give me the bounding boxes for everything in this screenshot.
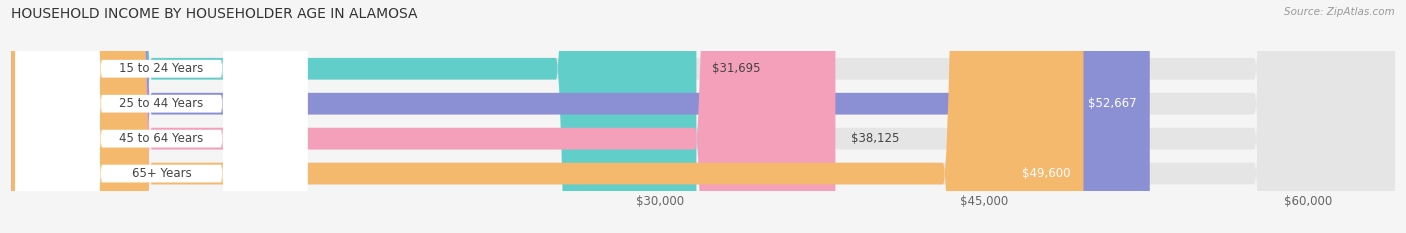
Text: $38,125: $38,125 [851,132,898,145]
Text: 25 to 44 Years: 25 to 44 Years [120,97,204,110]
FancyBboxPatch shape [15,0,308,233]
FancyBboxPatch shape [11,0,1150,233]
FancyBboxPatch shape [11,0,1395,233]
Text: Source: ZipAtlas.com: Source: ZipAtlas.com [1284,7,1395,17]
Text: 45 to 64 Years: 45 to 64 Years [120,132,204,145]
FancyBboxPatch shape [15,0,308,233]
FancyBboxPatch shape [11,0,1395,233]
FancyBboxPatch shape [15,0,308,233]
Text: 65+ Years: 65+ Years [132,167,191,180]
Text: HOUSEHOLD INCOME BY HOUSEHOLDER AGE IN ALAMOSA: HOUSEHOLD INCOME BY HOUSEHOLDER AGE IN A… [11,7,418,21]
FancyBboxPatch shape [11,0,696,233]
FancyBboxPatch shape [11,0,1395,233]
FancyBboxPatch shape [11,0,1084,233]
Text: $31,695: $31,695 [711,62,761,75]
Text: $52,667: $52,667 [1088,97,1137,110]
Text: $49,600: $49,600 [1022,167,1070,180]
Text: 15 to 24 Years: 15 to 24 Years [120,62,204,75]
FancyBboxPatch shape [15,0,308,233]
FancyBboxPatch shape [11,0,835,233]
FancyBboxPatch shape [11,0,1395,233]
